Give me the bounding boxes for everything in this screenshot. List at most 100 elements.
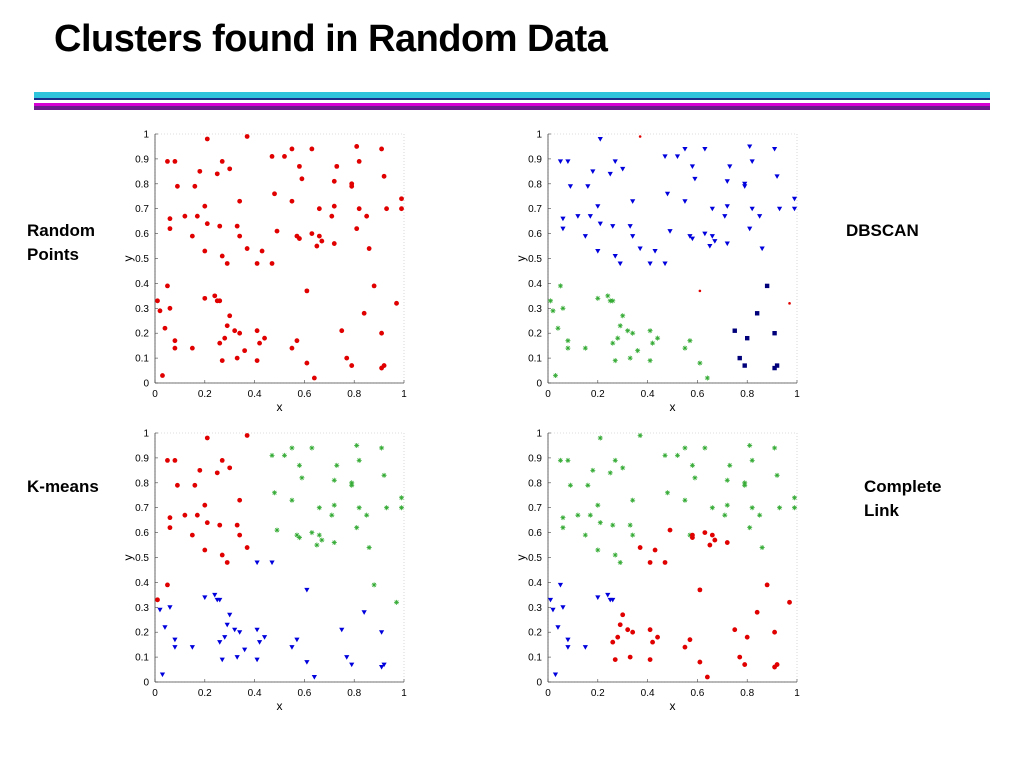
- point-blue: [590, 169, 596, 174]
- point-red: [244, 134, 250, 139]
- point-green: [565, 345, 571, 351]
- plot-frame: [547, 432, 798, 683]
- point-blue: [560, 605, 566, 610]
- point-green: [595, 502, 601, 508]
- point-red: [650, 639, 655, 645]
- point-blue: [582, 645, 588, 650]
- point-green: [567, 482, 573, 488]
- y-tick-label: 0.6: [135, 229, 149, 240]
- point-green: [585, 482, 591, 488]
- y-tick-label: 0.7: [135, 503, 149, 514]
- point-red: [662, 560, 668, 565]
- point-red: [316, 206, 322, 212]
- point-green: [687, 532, 693, 538]
- point-green: [595, 295, 601, 301]
- point-blue: [172, 645, 178, 650]
- point-red: [309, 146, 315, 152]
- point-red: [227, 313, 233, 319]
- y-tick-label: 0.3: [528, 603, 542, 614]
- point-blue: [612, 254, 618, 259]
- point-red: [192, 482, 198, 488]
- point-redsmall: [638, 135, 642, 138]
- point-navy: [732, 328, 737, 333]
- point-red: [167, 305, 173, 311]
- point-green: [774, 472, 780, 478]
- point-green: [354, 442, 360, 448]
- point-red: [172, 457, 178, 463]
- y-tick-label: 0: [536, 379, 542, 390]
- point-green: [749, 505, 755, 511]
- cluster-green-series: [557, 432, 798, 565]
- point-red: [232, 328, 238, 334]
- point-navy: [745, 335, 750, 341]
- point-green: [724, 477, 730, 483]
- point-blue: [607, 171, 613, 177]
- point-red: [155, 597, 160, 603]
- point-blue: [254, 657, 260, 663]
- cluster-red-series: [155, 134, 404, 381]
- point-green: [356, 505, 362, 511]
- cluster-red-series: [610, 527, 792, 680]
- point-red: [289, 146, 295, 152]
- point-green: [610, 298, 616, 304]
- point-red: [354, 226, 360, 232]
- y-axis-label: y: [121, 256, 135, 262]
- point-red: [202, 295, 208, 301]
- point-green: [709, 505, 715, 511]
- y-tick-label: 0.8: [135, 179, 149, 190]
- point-green: [381, 472, 387, 478]
- y-tick-label: 0.6: [528, 229, 542, 240]
- point-blue: [597, 136, 603, 142]
- point-navy: [772, 365, 777, 371]
- point-red: [617, 622, 623, 628]
- plot-frame: [154, 133, 405, 384]
- point-blue: [652, 249, 658, 254]
- point-blue: [627, 224, 633, 229]
- point-red: [732, 627, 738, 633]
- point-navy: [742, 363, 747, 368]
- point-green: [399, 495, 405, 501]
- point-red: [379, 330, 384, 336]
- y-tick-label: 1: [143, 130, 149, 141]
- point-blue: [692, 176, 698, 182]
- point-red: [162, 325, 168, 331]
- point-red: [269, 261, 275, 266]
- point-blue: [674, 154, 681, 160]
- point-red: [297, 163, 302, 169]
- point-green: [682, 445, 688, 451]
- point-blue: [565, 159, 571, 164]
- point-green: [617, 559, 623, 565]
- point-red: [697, 587, 703, 593]
- x-tick-label: 0.8: [740, 688, 754, 699]
- point-red: [637, 545, 643, 550]
- x-tick-label: 0.4: [248, 389, 262, 400]
- point-green: [742, 482, 748, 488]
- y-tick-label: 0.7: [135, 204, 149, 215]
- point-green: [620, 313, 626, 319]
- point-blue: [722, 214, 728, 219]
- x-tick-label: 1: [794, 389, 800, 400]
- point-green: [329, 512, 335, 518]
- point-red: [339, 328, 345, 334]
- k-means-plot: 0 0.1 0.2 0.3 0.4 0.5 0.6 0.7 0.8 0.9 1 0 0.2 0.4 0.6 0…: [121, 429, 407, 714]
- x-tick-label: 0.8: [347, 389, 361, 400]
- point-red: [202, 547, 208, 553]
- point-red: [237, 233, 243, 239]
- point-blue: [212, 592, 218, 598]
- point-green: [560, 515, 566, 521]
- point-green: [689, 462, 695, 468]
- point-blue: [261, 635, 268, 640]
- point-blue: [550, 607, 556, 613]
- point-red: [219, 358, 225, 363]
- point-green: [371, 582, 377, 588]
- point-blue: [664, 191, 671, 197]
- x-tick-label: 0.8: [347, 688, 361, 699]
- point-blue: [662, 261, 668, 267]
- cluster-navy-series: [732, 283, 780, 371]
- point-red: [697, 659, 703, 665]
- axes: 0 0.1 0.2 0.3 0.4 0.5 0.6 0.7 0.8 0.9 1 0 0.2 0.4 0.6 0…: [121, 130, 407, 415]
- point-blue: [747, 226, 753, 232]
- point-red: [202, 248, 208, 254]
- point-red: [227, 166, 233, 172]
- point-red: [224, 261, 230, 266]
